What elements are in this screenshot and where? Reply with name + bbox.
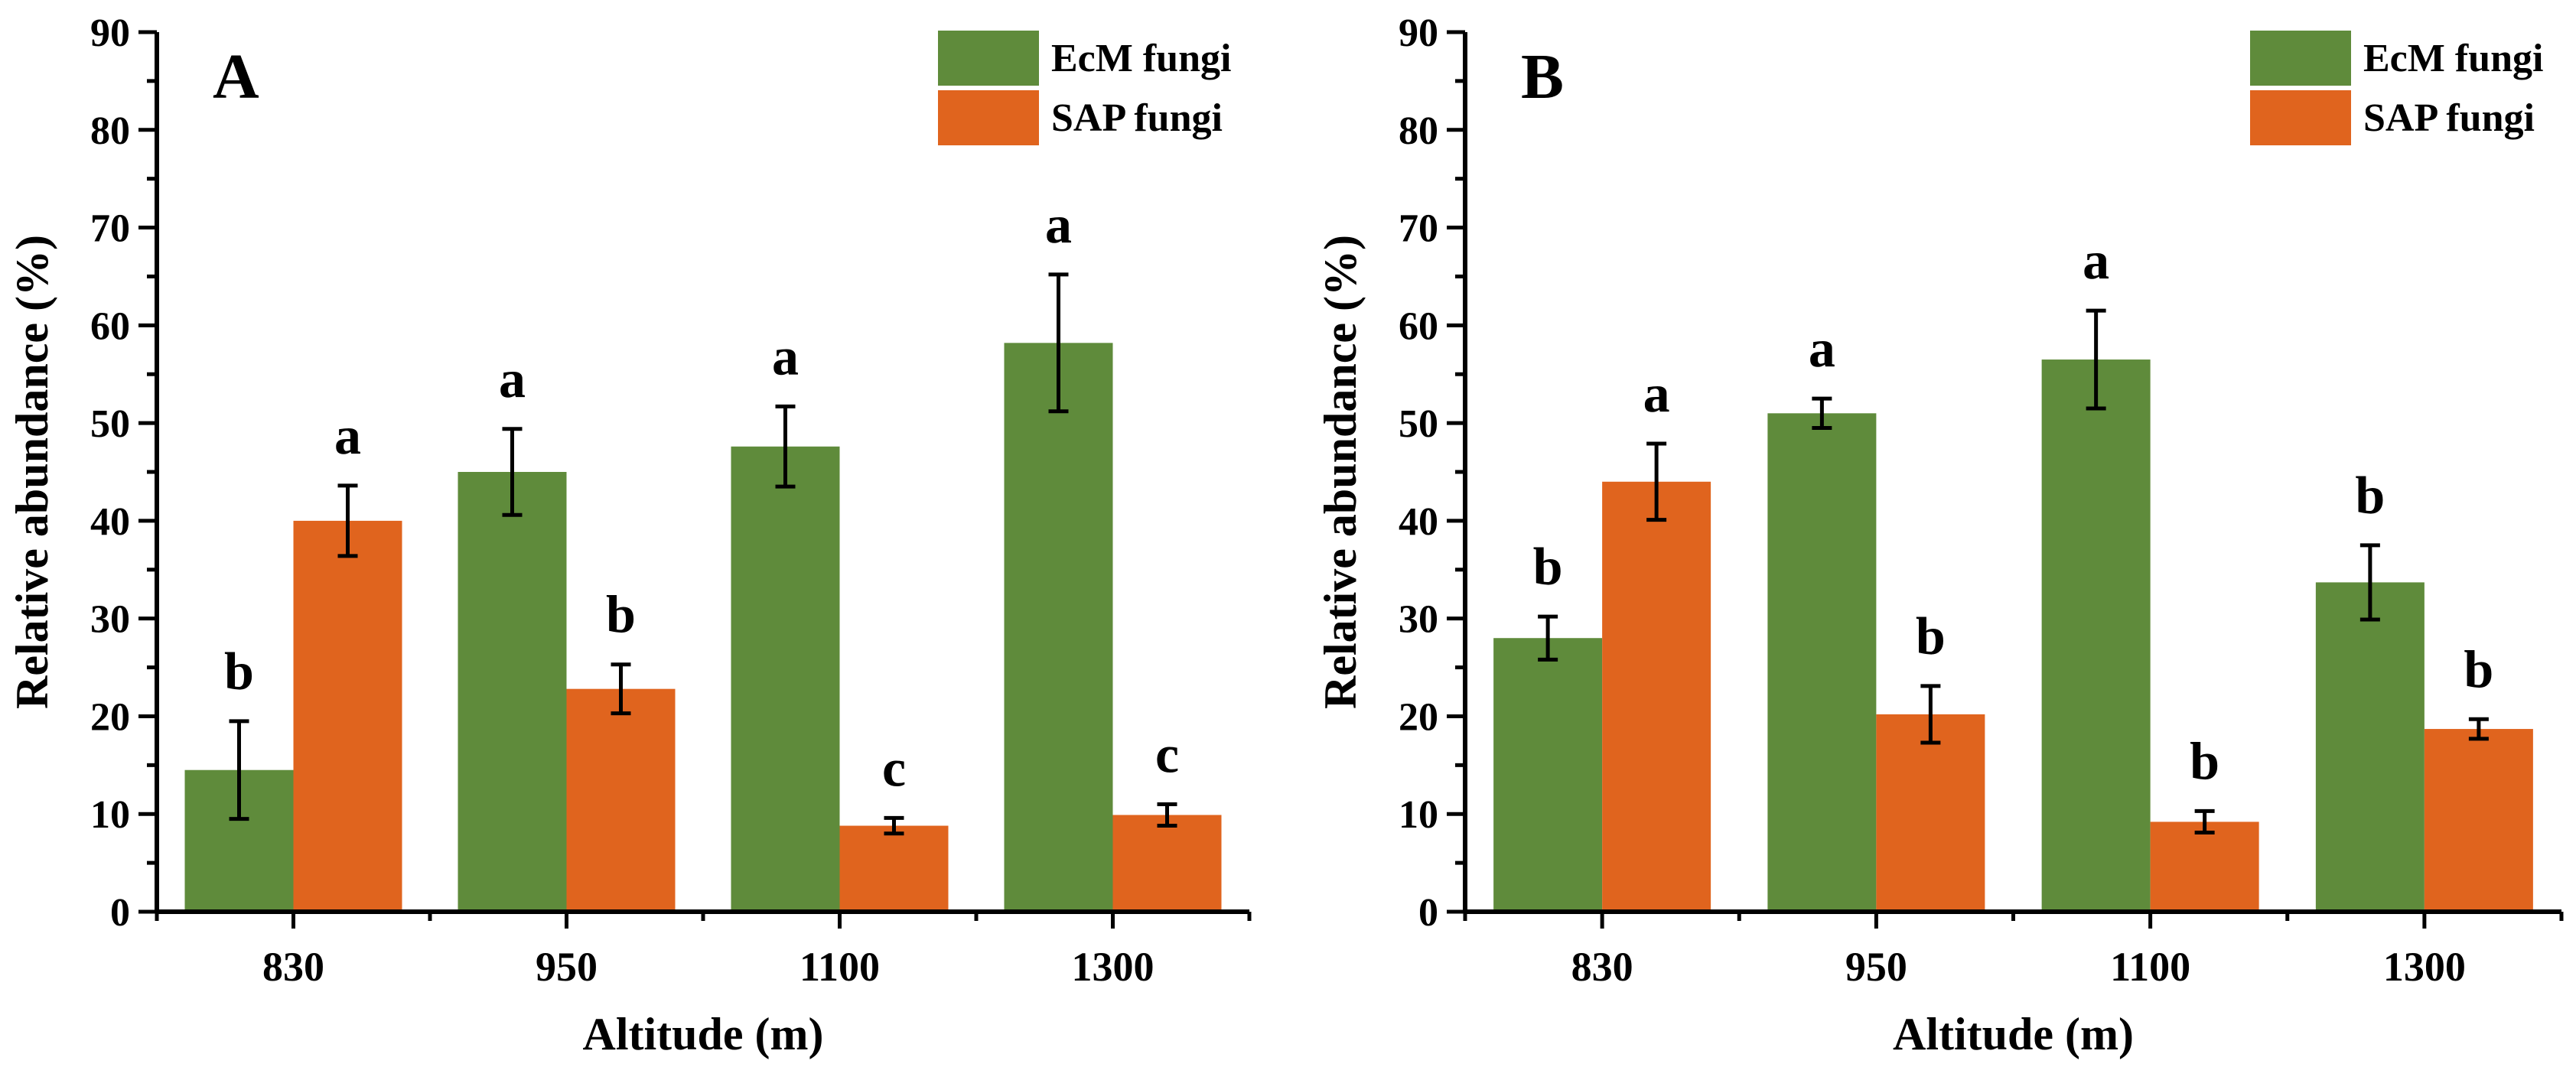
bar-1100-sap [839, 825, 949, 912]
y-tick-label: 70 [1399, 207, 1438, 251]
chart-panel-b: b a 830 a b 950 a b 1100 b b 1300 0 10 20 30 40 50 60 70 80 9… [1315, 11, 2564, 1059]
significance-letter: b [1916, 607, 1946, 666]
bar-1300-ecm [1004, 343, 1113, 912]
y-tick-label: 10 [1399, 793, 1438, 837]
significance-letter: b [2355, 467, 2385, 525]
x-axis-title: Altitude (m) [583, 1009, 824, 1059]
legend-swatch-sap [938, 90, 1039, 145]
x-tick-label: 830 [1571, 944, 1633, 990]
y-tick-label: 0 [110, 891, 130, 935]
x-tick-label: 950 [1845, 944, 1907, 990]
significance-letter: a [334, 407, 361, 466]
bar-950-ecm [1767, 413, 1877, 912]
legend-label: EcM fungi [2363, 37, 2543, 80]
legend-swatch-ecm [938, 31, 1039, 86]
panel-label: A [213, 41, 259, 112]
y-tick-label: 90 [1399, 11, 1438, 55]
panel-label: B [1521, 41, 1564, 112]
y-tick-label: 50 [90, 402, 130, 446]
bar-1100-ecm [2041, 359, 2151, 912]
significance-letter: b [2190, 732, 2219, 791]
y-tick-label: 40 [90, 500, 130, 544]
significance-letter: c [1155, 725, 1179, 784]
bar-950-sap [1876, 714, 1985, 912]
x-tick-label: 1300 [1072, 944, 1154, 990]
significance-letter: b [2464, 640, 2493, 699]
bar-950-sap [566, 688, 676, 912]
legend-label: SAP fungi [2363, 96, 2535, 140]
y-tick-label: 0 [1418, 891, 1438, 935]
y-tick-label: 80 [90, 109, 130, 153]
x-tick-label: 1100 [800, 944, 880, 990]
y-axis-title: Relative abundance (%) [7, 235, 57, 709]
bar-950-ecm [458, 472, 567, 912]
y-tick-label: 30 [1399, 598, 1438, 642]
bar-1100-ecm [731, 446, 840, 912]
legend-label: EcM fungi [1051, 37, 1231, 80]
significance-letter: b [1533, 538, 1563, 597]
y-tick-label: 90 [90, 11, 130, 55]
legend-label: SAP fungi [1051, 96, 1223, 140]
y-tick-label: 10 [90, 793, 130, 837]
x-tick-label: 1300 [2383, 944, 2466, 990]
bar-1100-sap [2150, 821, 2259, 912]
bar-1300-ecm [2315, 582, 2425, 912]
bar-830-ecm [1493, 638, 1603, 912]
y-tick-label: 60 [90, 304, 130, 348]
significance-letter: a [772, 327, 799, 386]
x-tick-label: 1100 [2110, 944, 2190, 990]
y-tick-label: 30 [90, 598, 130, 642]
significance-letter: a [1643, 365, 1670, 424]
x-tick-label: 830 [262, 944, 324, 990]
bar-830-sap [1602, 481, 1711, 912]
y-axis-title: Relative abundance (%) [1315, 235, 1366, 709]
y-tick-label: 20 [90, 695, 130, 739]
y-tick-label: 70 [90, 207, 130, 251]
bar-1300-sap [1112, 815, 1222, 912]
x-tick-label: 950 [536, 944, 598, 990]
y-tick-label: 60 [1399, 304, 1438, 348]
significance-letter: b [606, 586, 636, 645]
legend-swatch-ecm [2250, 31, 2351, 86]
significance-letter: a [1809, 320, 1835, 379]
y-tick-label: 80 [1399, 109, 1438, 153]
x-axis-title: Altitude (m) [1893, 1009, 2134, 1059]
significance-letter: b [224, 642, 254, 701]
bar-1300-sap [2424, 729, 2533, 912]
significance-letter: c [882, 739, 906, 798]
y-tick-label: 20 [1399, 695, 1438, 739]
chart-panel-a: b a 830 a b 950 a c 1100 a c 1300 0 10 20 30 40 50 60 70 80 9… [7, 11, 1252, 1059]
significance-letter: a [2083, 232, 2109, 291]
bar-830-sap [293, 520, 402, 912]
significance-letter: a [499, 350, 526, 409]
legend-swatch-sap [2250, 90, 2351, 145]
significance-letter: a [1045, 196, 1072, 255]
y-tick-label: 40 [1399, 500, 1438, 544]
y-tick-label: 50 [1399, 402, 1438, 446]
